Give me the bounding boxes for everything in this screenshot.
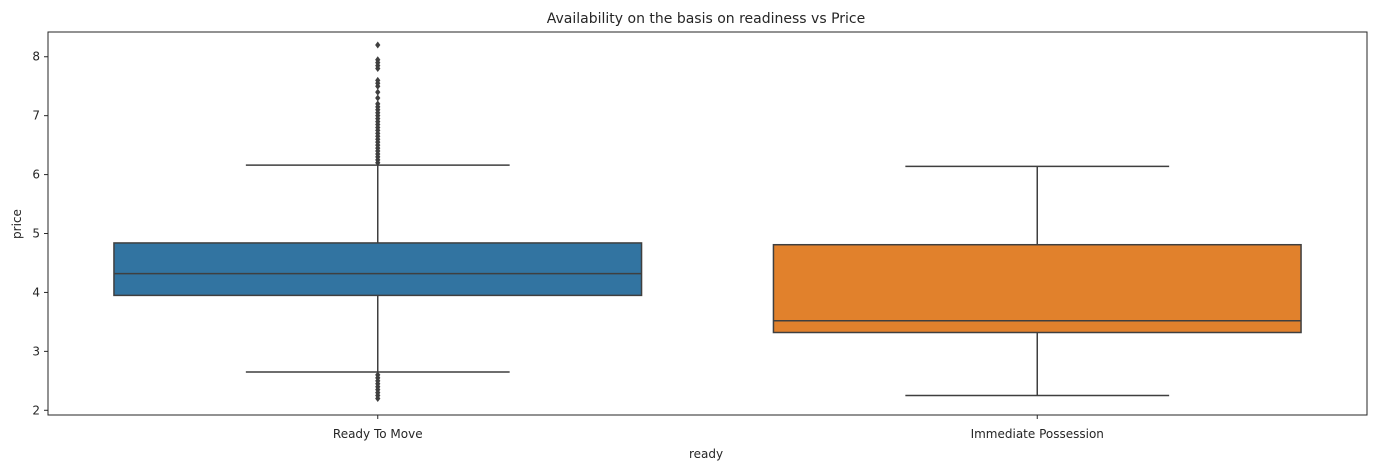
- y-tick-label: 5: [32, 227, 40, 241]
- y-axis: 2 3 4 5 6 7 8: [32, 50, 48, 417]
- outlier-point: [375, 41, 381, 49]
- outlier-point: [375, 76, 381, 84]
- plot-frame: [47, 31, 1368, 416]
- outlier-point: [375, 94, 381, 102]
- outlier-point: [375, 88, 381, 96]
- outlier-point: [375, 100, 381, 108]
- y-tick-label: 7: [32, 109, 40, 123]
- box-group: [113, 41, 643, 403]
- y-tick-label: 8: [32, 50, 40, 64]
- y-axis-label: price: [10, 209, 24, 239]
- box-iqr: [113, 242, 643, 297]
- outlier-point: [375, 56, 381, 64]
- plot-area: [113, 41, 1302, 403]
- y-tick-label: 6: [32, 168, 40, 182]
- outlier-point: [375, 371, 381, 379]
- chart-title: Availability on the basis on readiness v…: [547, 11, 865, 27]
- y-tick-label: 2: [32, 403, 40, 417]
- box-group: [772, 165, 1302, 397]
- box-iqr: [772, 243, 1302, 334]
- x-axis: Ready To Move Immediate Possession: [333, 415, 1104, 441]
- x-axis-label: ready: [689, 447, 723, 461]
- x-tick-label: Ready To Move: [333, 427, 423, 441]
- y-tick-label: 3: [32, 344, 40, 358]
- y-tick-label: 4: [32, 285, 40, 299]
- x-tick-label: Immediate Possession: [971, 427, 1104, 441]
